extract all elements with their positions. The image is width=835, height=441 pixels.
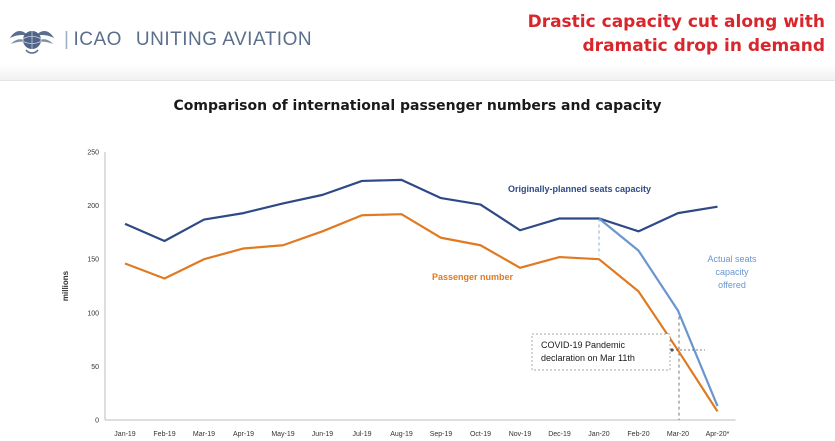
x-tick-label: Jun-19 <box>312 431 334 438</box>
x-tick-label: Apr-19 <box>233 431 254 438</box>
x-tick-label: Jan-20 <box>588 431 610 438</box>
x-tick-label: Jan-19 <box>114 431 136 438</box>
actual-capacity-label: offered <box>718 280 746 290</box>
covid-annotation-text: declaration on Mar 11th <box>541 353 635 363</box>
y-tick-label: 250 <box>87 150 99 157</box>
x-tick-label: Mar-19 <box>193 431 215 438</box>
series-line-2 <box>124 213 719 413</box>
tagline: UNITING AVIATION <box>135 29 313 50</box>
x-tick-label: Dec-19 <box>548 431 571 438</box>
covid-annotation-text: COVID-19 Pandemic <box>541 340 626 350</box>
x-tick-label: Feb-20 <box>627 431 649 438</box>
chart-title: Comparison of international passenger nu… <box>173 98 662 114</box>
series-line-0 <box>124 178 718 243</box>
series-line-1 <box>598 217 719 407</box>
x-tick-label: Nov-19 <box>509 431 532 438</box>
covid-annotation-box <box>531 333 671 371</box>
planned-capacity-label: Originally-planned seats capacity <box>508 184 651 194</box>
org-name: ICAO <box>73 29 122 50</box>
x-tick-label: Sep-19 <box>430 431 453 438</box>
brand-text: | ICAO UNITING AVIATION <box>64 29 313 50</box>
y-tick-label: 200 <box>87 203 99 210</box>
actual-capacity-label: capacity <box>715 267 749 277</box>
icao-emblem-icon <box>10 31 54 54</box>
y-tick-label: 100 <box>87 310 99 317</box>
x-tick-label: Oct-19 <box>470 431 491 438</box>
headline-line-2: dramatic drop in demand <box>582 36 825 56</box>
headline-line-1: Drastic capacity cut along with <box>527 12 825 32</box>
actual-capacity-label: Actual seats <box>707 254 757 264</box>
slide-headline: Drastic capacity cut along with dramatic… <box>485 10 825 58</box>
y-tick-label: 0 <box>95 418 99 425</box>
y-tick-label: 150 <box>87 257 99 264</box>
x-tick-label: Jul-19 <box>352 431 371 438</box>
x-tick-label: Mar-20 <box>667 431 689 438</box>
y-tick-label: 50 <box>91 364 99 371</box>
passenger-number-label: Passenger number <box>432 272 514 282</box>
x-tick-label: Aug-19 <box>390 431 413 438</box>
x-tick-label: Feb-19 <box>153 431 175 438</box>
x-tick-label: Apr-20* <box>706 431 730 438</box>
covid-pointer-dot <box>670 348 674 352</box>
x-tick-label: May-19 <box>271 431 294 438</box>
header-banner: | ICAO UNITING AVIATION Drastic capacity c… <box>0 0 835 81</box>
y-axis-label: millions <box>61 270 70 301</box>
